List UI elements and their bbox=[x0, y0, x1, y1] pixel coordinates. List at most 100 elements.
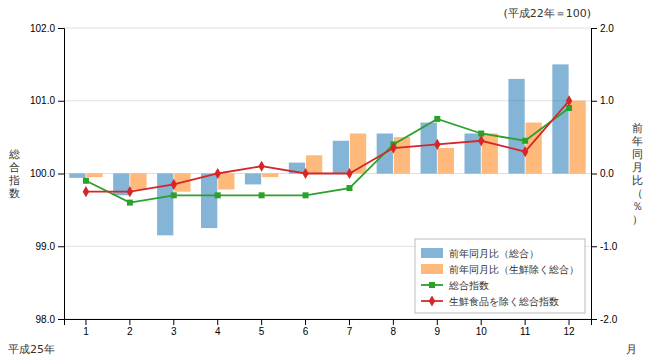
tick: 10 bbox=[476, 319, 488, 337]
tick: 1 bbox=[83, 319, 89, 337]
marker bbox=[434, 139, 440, 150]
legend: 前年同月比（総合） 前年同月比（生鮮除く総合） 総合指数生鮮食品を除く総合指数 bbox=[415, 239, 585, 313]
tick-label: -2.0 bbox=[600, 314, 618, 325]
tick-mark bbox=[217, 319, 218, 325]
y-axis-title-line: 数 bbox=[9, 187, 20, 200]
tick: 3 bbox=[171, 319, 177, 337]
tick: 12 bbox=[563, 319, 575, 337]
tick-label: 8 bbox=[391, 326, 397, 337]
y2-axis-title-line: （ bbox=[632, 187, 643, 200]
y-axis-title-line: 総 bbox=[8, 148, 20, 161]
tick: 5 bbox=[259, 319, 265, 337]
bar bbox=[569, 101, 585, 174]
marker bbox=[346, 185, 352, 191]
tick: 102.0 bbox=[30, 23, 64, 34]
tick-mark bbox=[393, 319, 394, 325]
tick: 2 bbox=[127, 319, 133, 337]
tick: 8 bbox=[391, 319, 397, 337]
marker bbox=[434, 116, 440, 122]
legend-item: 総合指数 bbox=[421, 280, 489, 291]
tick-label: 7 bbox=[347, 326, 353, 337]
legend-box bbox=[415, 239, 585, 313]
marks bbox=[69, 64, 586, 235]
tick-mark bbox=[437, 319, 438, 325]
tick-label: 1 bbox=[83, 326, 89, 337]
marker bbox=[478, 135, 484, 146]
tick-label: -1.0 bbox=[600, 241, 618, 252]
tick-mark bbox=[591, 174, 597, 175]
tick-mark bbox=[481, 319, 482, 325]
legend-swatch bbox=[421, 264, 443, 274]
tick: 7 bbox=[347, 319, 353, 337]
legend-label: 総合指数 bbox=[448, 280, 489, 291]
bar bbox=[262, 174, 278, 178]
tick-mark bbox=[261, 319, 262, 325]
y2-axis-title-line: ） bbox=[632, 213, 643, 226]
bar bbox=[306, 155, 322, 173]
legend-marker bbox=[429, 282, 435, 288]
marker bbox=[127, 200, 133, 206]
marker bbox=[214, 168, 220, 179]
bar bbox=[69, 174, 85, 178]
tick: 0.0 bbox=[591, 168, 614, 179]
tick-label: 1.0 bbox=[600, 95, 614, 106]
tick: 2.0 bbox=[591, 23, 614, 34]
tick: -1.0 bbox=[591, 241, 618, 252]
tick-label: 2.0 bbox=[600, 23, 614, 34]
y-axis-title-line: 指 bbox=[8, 174, 20, 187]
tick-mark bbox=[305, 319, 306, 325]
annotation: 平成25年 bbox=[8, 343, 55, 356]
bar bbox=[438, 148, 454, 173]
y-axis-title-line: 合 bbox=[9, 161, 20, 174]
tick-mark bbox=[591, 319, 597, 320]
tick-mark bbox=[569, 319, 570, 325]
tick-label: 11 bbox=[520, 326, 531, 337]
tick-label: 101.0 bbox=[30, 95, 55, 106]
plot: 12345678910111298.099.0100.0101.0102.0-2… bbox=[30, 23, 618, 337]
legend-item: 生鮮食品を除く総合指数 bbox=[421, 295, 559, 306]
tick-mark bbox=[591, 246, 597, 247]
bar bbox=[333, 141, 349, 174]
tick-label: 2 bbox=[127, 326, 133, 337]
tick: 99.0 bbox=[36, 241, 64, 252]
legend-label: 前年同月比（生鮮除く総合） bbox=[449, 264, 579, 275]
y2-axis-title-line: 月 bbox=[632, 161, 643, 174]
y2-axis-title-line: 同 bbox=[632, 148, 643, 161]
tick: 9 bbox=[435, 319, 441, 337]
tick: 98.0 bbox=[36, 314, 64, 325]
marker bbox=[346, 168, 352, 179]
tick-label: 102.0 bbox=[30, 23, 55, 34]
tick-label: 9 bbox=[435, 326, 441, 337]
tick: 100.0 bbox=[30, 168, 64, 179]
tick-mark bbox=[591, 101, 597, 102]
tick-mark bbox=[58, 28, 64, 29]
title: (平成22年＝100) bbox=[503, 7, 591, 20]
marker bbox=[127, 186, 133, 197]
marker bbox=[303, 192, 309, 198]
y2-axis-title: 前年同月比（％） bbox=[632, 122, 643, 226]
bar bbox=[86, 174, 102, 178]
tick-label: 10 bbox=[476, 326, 488, 337]
bar bbox=[245, 174, 261, 185]
tick-mark bbox=[525, 319, 526, 325]
tick-mark bbox=[173, 319, 174, 325]
marker bbox=[83, 178, 89, 184]
tick-mark bbox=[85, 319, 86, 325]
bar-series bbox=[69, 64, 568, 235]
tick-label: 3 bbox=[171, 326, 177, 337]
tick-label: 4 bbox=[215, 326, 221, 337]
marker bbox=[171, 179, 177, 190]
legend-label: 前年同月比（総合） bbox=[449, 248, 539, 259]
bar bbox=[482, 133, 498, 173]
marker bbox=[390, 142, 396, 153]
y2-axis-title-line: 前 bbox=[632, 122, 643, 135]
bar bbox=[218, 174, 234, 190]
tick: 4 bbox=[215, 319, 221, 337]
tick: 1.0 bbox=[591, 95, 614, 106]
tick-mark bbox=[58, 319, 64, 320]
grid-line bbox=[64, 28, 591, 29]
y2-axis-title-line: 年 bbox=[632, 135, 643, 148]
bar bbox=[464, 133, 480, 173]
grid bbox=[64, 28, 591, 319]
tick: 11 bbox=[520, 319, 531, 337]
